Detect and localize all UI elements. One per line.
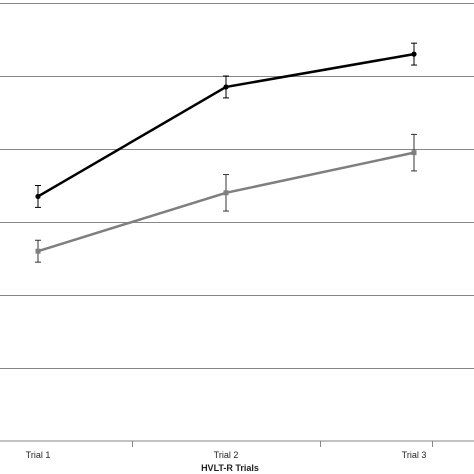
x-axis-ticks bbox=[132, 441, 433, 447]
series-1-point-3 bbox=[411, 51, 417, 57]
series-2-point-1 bbox=[35, 248, 41, 254]
x-tick-label-1: Trial 1 bbox=[26, 450, 51, 460]
x-tick-label-2: Trial 2 bbox=[214, 450, 239, 460]
series-2 bbox=[35, 133, 417, 263]
series bbox=[35, 42, 417, 263]
x-axis-title: HVLT-R Trials bbox=[201, 463, 259, 473]
x-tick-label-3: Trial 3 bbox=[402, 450, 427, 460]
series-1-point-1 bbox=[35, 193, 41, 200]
series-1 bbox=[35, 42, 417, 208]
gridlines bbox=[0, 3, 474, 369]
series-1-point-2 bbox=[223, 84, 229, 90]
series-2-point-3 bbox=[411, 150, 417, 156]
x-tick-labels: Trial 1 Trial 2 Trial 3 bbox=[26, 450, 427, 460]
series-2-point-2 bbox=[223, 190, 229, 196]
